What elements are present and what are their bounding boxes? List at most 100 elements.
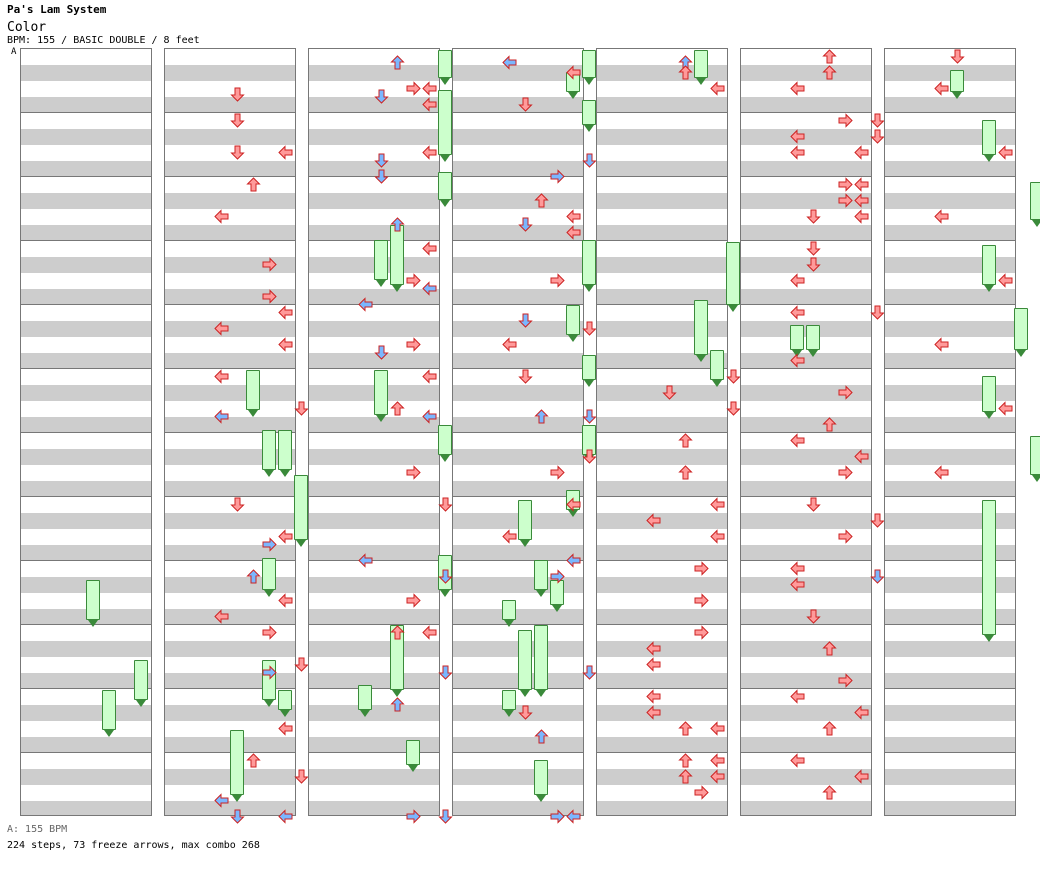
measure [164,176,296,240]
down-arrow-icon [230,809,245,824]
measure [884,496,1016,560]
down-arrow-icon [870,569,885,584]
measure [308,304,440,368]
measure [596,240,728,304]
left-arrow-icon [790,561,805,576]
chart-column [740,48,917,816]
up-arrow-icon [390,697,405,712]
right-arrow-icon [550,465,565,480]
measure [596,112,728,176]
left-arrow-icon [214,409,229,424]
left-arrow-icon [278,305,293,320]
measure [884,176,1016,240]
measure [308,560,440,624]
measure [20,240,152,304]
measure [884,112,1016,176]
measure [596,688,728,752]
freeze-arrow [582,355,596,387]
measure [164,368,296,432]
up-arrow-icon [822,721,837,736]
down-arrow-icon [806,257,821,272]
measure [596,368,728,432]
down-arrow-icon [518,97,533,112]
measure [20,112,152,176]
left-arrow-icon [422,409,437,424]
measure [308,176,440,240]
down-arrow-icon [230,87,245,102]
left-arrow-icon [566,225,581,240]
up-arrow-icon [246,177,261,192]
left-arrow-icon [854,209,869,224]
right-arrow-icon [550,809,565,824]
measure [308,752,440,816]
right-arrow-icon [838,113,853,128]
up-arrow-icon [390,401,405,416]
measure [452,432,584,496]
down-arrow-icon [806,609,821,624]
left-arrow-icon [710,497,725,512]
freeze-arrow [438,172,452,207]
right-arrow-icon [838,673,853,688]
measure [740,560,872,624]
measure [452,752,584,816]
down-arrow-icon [662,385,677,400]
down-arrow-icon [806,209,821,224]
right-arrow-icon [694,593,709,608]
measure [884,432,1016,496]
freeze-arrow [790,325,804,357]
right-arrow-icon [550,169,565,184]
freeze-arrow [566,305,580,342]
left-arrow-icon [854,193,869,208]
left-arrow-icon [934,209,949,224]
down-arrow-icon [870,513,885,528]
freeze-arrow [438,425,452,462]
left-arrow-icon [934,465,949,480]
down-arrow-icon [726,401,741,416]
measure [452,176,584,240]
measure [20,304,152,368]
freeze-arrow [534,560,548,597]
freeze-arrow [102,690,116,737]
chart-column [884,48,1040,816]
left-arrow-icon [278,145,293,160]
freeze-arrow [438,90,452,162]
left-arrow-icon [422,81,437,96]
measure [884,688,1016,752]
measure [596,48,728,112]
measure [308,496,440,560]
up-arrow-icon [822,49,837,64]
chart-stats: 224 steps, 73 freeze arrows, max combo 2… [7,840,260,851]
freeze-arrow [694,50,708,85]
right-arrow-icon [406,81,421,96]
left-arrow-icon [566,553,581,568]
left-arrow-icon [790,753,805,768]
freeze-arrow [502,600,516,627]
freeze-arrow [262,430,276,477]
down-arrow-icon [374,153,389,168]
freeze-arrow [710,350,724,387]
measure [452,304,584,368]
left-arrow-icon [422,145,437,160]
left-arrow-icon [710,721,725,736]
left-arrow-icon [854,705,869,720]
left-arrow-icon [998,145,1013,160]
down-arrow-icon [518,217,533,232]
measure [596,304,728,368]
up-arrow-icon [678,65,693,80]
down-arrow-icon [374,169,389,184]
song-title: Color [7,20,47,35]
freeze-arrow [246,370,260,417]
left-arrow-icon [790,433,805,448]
left-arrow-icon [566,809,581,824]
right-arrow-icon [694,561,709,576]
left-arrow-icon [278,721,293,736]
left-arrow-icon [502,337,517,352]
artist-name: Pa's Lam System [7,3,107,16]
left-arrow-icon [998,401,1013,416]
measure [452,112,584,176]
right-arrow-icon [406,809,421,824]
down-arrow-icon [582,449,597,464]
measure [740,752,872,816]
down-arrow-icon [870,305,885,320]
right-arrow-icon [838,385,853,400]
